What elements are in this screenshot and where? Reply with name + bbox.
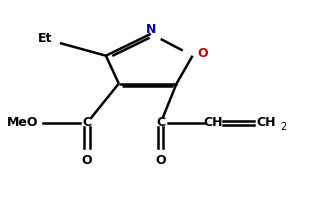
Text: O: O (197, 47, 208, 60)
Text: C: C (82, 116, 91, 129)
Text: CH: CH (257, 116, 276, 129)
Text: Et: Et (38, 32, 52, 45)
Text: O: O (155, 154, 166, 167)
Text: N: N (146, 23, 156, 36)
Text: O: O (81, 154, 92, 167)
Text: MeO: MeO (7, 116, 38, 129)
Text: C: C (156, 116, 165, 129)
Text: CH: CH (204, 116, 223, 129)
Text: 2: 2 (280, 122, 286, 132)
